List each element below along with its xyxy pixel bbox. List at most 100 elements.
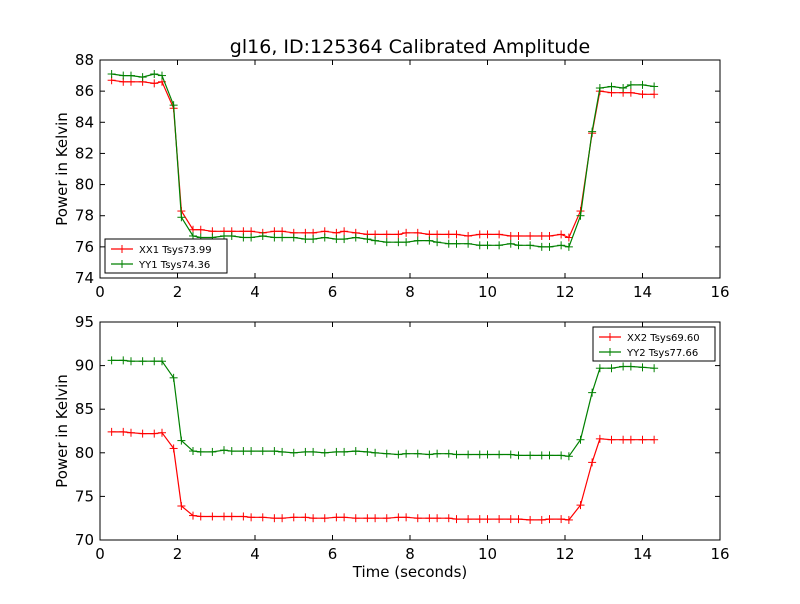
data-point (588, 127, 597, 136)
data-point (332, 447, 341, 456)
x-tick-label: 16 (710, 545, 729, 563)
data-point (340, 235, 349, 244)
data-point (433, 238, 442, 247)
series-line (111, 359, 655, 457)
data-point (220, 446, 228, 455)
data-point (138, 357, 147, 366)
data-point (626, 362, 635, 371)
x-tick-label: 8 (405, 283, 415, 301)
data-point (495, 241, 504, 250)
data-point (208, 447, 217, 456)
data-point (107, 70, 116, 79)
series-line (111, 79, 655, 239)
data-point (289, 233, 298, 242)
data-point (402, 513, 411, 522)
data-point (425, 514, 434, 523)
data-point (150, 429, 159, 438)
data-point (394, 513, 403, 522)
data-point (464, 239, 473, 248)
data-point (247, 233, 256, 242)
x-tick-label: 0 (95, 283, 105, 301)
data-point (158, 71, 166, 80)
y-tick-label: 82 (75, 144, 94, 162)
data-point (220, 512, 228, 521)
data-point (514, 231, 523, 240)
data-point (270, 447, 279, 456)
x-tick-label: 2 (173, 283, 183, 301)
data-point (127, 428, 135, 437)
series-line (111, 431, 655, 521)
plot-1: 0 2 4 6 8 10 12 14 16 74 76 78 80 82 84 86 88 Power in Ke… (53, 51, 730, 301)
data-point (382, 449, 391, 458)
data-point (526, 241, 535, 250)
x-axis-label: Time (seconds) (352, 563, 468, 581)
data-point (301, 235, 310, 244)
y-tick-label: 85 (75, 400, 94, 418)
data-point (564, 233, 573, 242)
data-point (483, 450, 492, 459)
data-point (320, 448, 329, 457)
data-point (638, 80, 647, 89)
x-tick-label: 12 (555, 545, 574, 563)
data-point (138, 429, 147, 438)
x-tick-label: 14 (633, 283, 652, 301)
data-point (289, 513, 298, 522)
legend-label: YY1 Tsys74.36 (138, 260, 210, 271)
data-point (227, 512, 236, 521)
x-tick-label: 6 (328, 283, 338, 301)
data-point (537, 231, 546, 240)
data-point (363, 514, 372, 523)
data-point (557, 451, 566, 460)
legend-label: XX2 Tsys69.60 (627, 333, 700, 344)
data-point (258, 447, 267, 456)
data-point (444, 239, 453, 248)
data-point (382, 238, 391, 247)
data-point (150, 70, 159, 79)
y-tick-label: 84 (75, 113, 94, 131)
y-tick-label: 76 (75, 238, 94, 256)
data-point (619, 435, 628, 444)
data-point (495, 450, 504, 459)
data-point (557, 230, 566, 239)
data-point (332, 235, 341, 244)
data-point (150, 79, 159, 88)
data-point (247, 513, 256, 522)
data-point (638, 435, 647, 444)
data-point (626, 80, 635, 89)
data-point (537, 242, 546, 251)
x-tick-label: 4 (250, 545, 260, 563)
data-point (526, 515, 535, 524)
data-point (526, 231, 535, 240)
data-point (425, 236, 434, 245)
data-point (475, 241, 484, 250)
data-point (576, 211, 585, 220)
data-point (177, 213, 186, 222)
data-point (177, 436, 186, 445)
data-point (301, 447, 310, 456)
data-point (107, 356, 116, 365)
data-point (208, 512, 217, 521)
data-point (537, 451, 546, 460)
data-point (607, 82, 616, 91)
data-point (588, 388, 597, 397)
data-point (564, 515, 573, 524)
x-tick-label: 8 (405, 545, 415, 563)
x-tick-label: 10 (478, 283, 497, 301)
data-point (227, 447, 236, 456)
data-point (394, 238, 403, 247)
chart-title: gl16, ID:125364 Calibrated Amplitude (230, 36, 590, 58)
data-point (320, 514, 329, 523)
data-point (340, 513, 349, 522)
x-tick-label: 14 (633, 545, 652, 563)
data-point (382, 230, 391, 239)
data-point (270, 514, 279, 523)
data-point (576, 435, 585, 444)
legend-entry: YY2 Tsys77.66 (599, 348, 698, 359)
data-point (169, 101, 178, 110)
legend: XX2 Tsys69.60 YY2 Tsys77.66 (592, 326, 716, 362)
legend-box (592, 326, 716, 362)
data-point (340, 447, 349, 456)
y-axis-label: Power in Kelvin (53, 374, 71, 488)
y-tick-label: 74 (75, 269, 94, 287)
